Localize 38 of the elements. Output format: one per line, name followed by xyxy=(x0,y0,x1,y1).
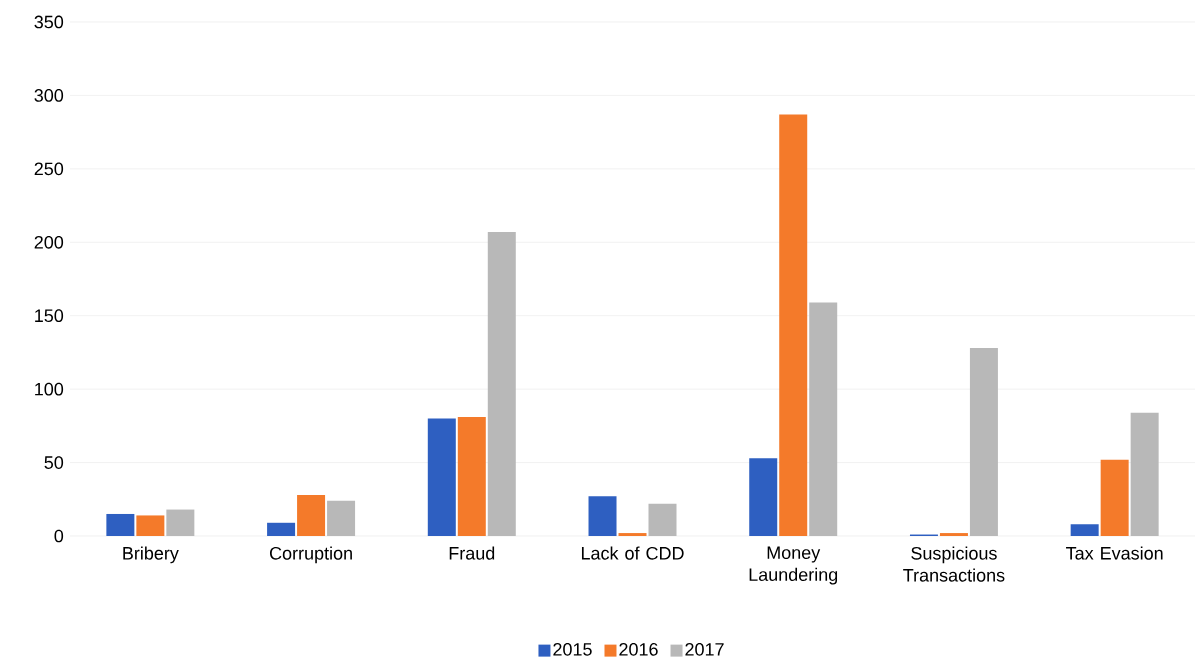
x-tick-label: Tax Evasion xyxy=(1066,546,1163,560)
legend-label: 2015 xyxy=(553,642,592,656)
bar xyxy=(1070,524,1099,536)
bar xyxy=(427,418,456,536)
bar xyxy=(106,513,135,536)
y-tick-label: 0 xyxy=(54,529,64,543)
y-tick-label: 150 xyxy=(35,309,64,322)
legend-label: 2016 xyxy=(619,642,658,656)
bar xyxy=(487,231,516,536)
bar xyxy=(969,347,998,536)
y-tick-label: 100 xyxy=(35,382,64,396)
x-tick-label: Fraud xyxy=(449,546,495,560)
x-tick-label: Money Laundering xyxy=(749,546,838,585)
bar xyxy=(1100,459,1129,536)
bar xyxy=(779,114,808,536)
x-tick-label: Lack of CDD xyxy=(581,546,684,560)
y-tick-label: 250 xyxy=(34,162,64,176)
bar xyxy=(457,416,486,536)
bar xyxy=(136,515,165,536)
x-tick-label: Bribery xyxy=(123,546,179,564)
legend-label: 2017 xyxy=(685,642,724,656)
bar xyxy=(618,532,647,536)
bar xyxy=(588,496,617,536)
bar xyxy=(166,509,195,536)
bar xyxy=(267,522,296,536)
bar xyxy=(809,302,838,536)
bar xyxy=(1130,412,1159,536)
bar xyxy=(939,532,968,536)
bar xyxy=(749,458,778,536)
y-tick-label: 50 xyxy=(44,456,64,469)
bar xyxy=(327,500,356,536)
x-tick-label: Corruption xyxy=(269,546,352,564)
y-tick-label: 200 xyxy=(34,235,64,249)
x-tick-label: Suspicious Transactions xyxy=(903,546,1005,582)
y-tick-label: 350 xyxy=(34,15,64,29)
y-tick-label: 300 xyxy=(34,88,64,102)
bar xyxy=(648,503,677,536)
bar xyxy=(297,494,326,536)
